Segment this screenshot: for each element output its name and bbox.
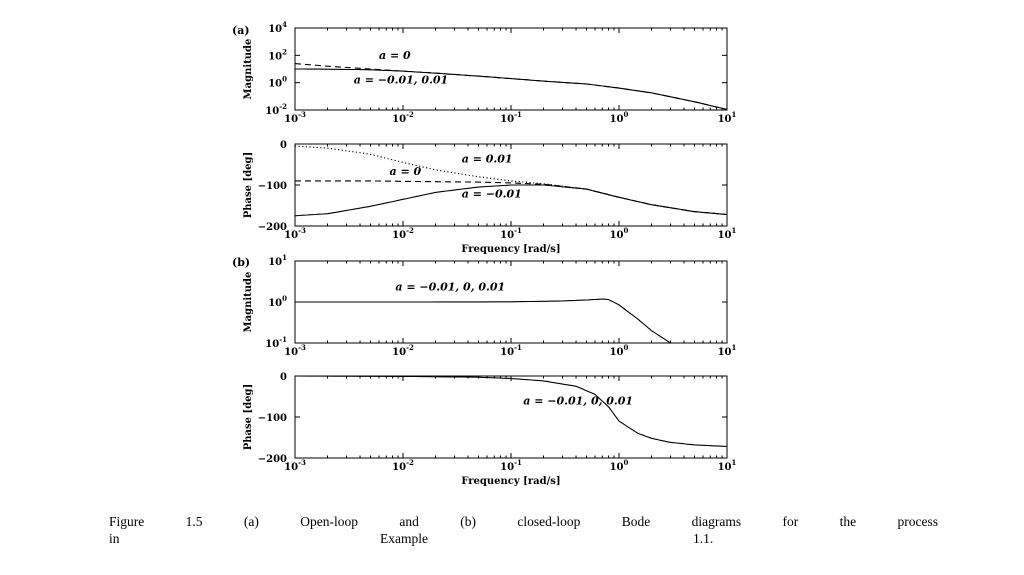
series-annotation: a = −0.01, 0, 0.01 <box>523 395 633 408</box>
tick-label: 100 <box>610 110 629 125</box>
tick-label: 10-3 <box>284 110 306 125</box>
bode-figure: (a) (b) 10-3 10-2 10-1 100 101 10-2 100 102 104 M… <box>232 20 737 487</box>
plot-group: 10-3 10-2 10-1 100 101 10-2 100 102 104 Magnitude… <box>243 20 737 487</box>
tick-label: 10-3 <box>284 226 306 241</box>
tick-label: 10-2 <box>392 458 414 473</box>
series-annotation: a = 0 <box>379 49 411 62</box>
tick-label: 10-1 <box>500 110 522 125</box>
tick-label: 104 <box>268 20 287 35</box>
tick-label: 10-2 <box>392 226 414 241</box>
tick-label: 102 <box>268 47 287 62</box>
tick-label: 101 <box>718 458 737 473</box>
caption-line-1: Figure 1.5 (a) Open-loop and (b) closed-… <box>109 514 938 529</box>
tick-label: 10-1 <box>500 343 522 358</box>
tick-label: −200 <box>258 222 287 233</box>
series-annotation: a = −0.01, 0, 0.01 <box>395 281 505 294</box>
plot-frame <box>294 375 728 459</box>
tick-label: 10-2 <box>392 110 414 125</box>
panel-label-b: (b) <box>232 256 250 269</box>
caption-line-2-example: Example <box>380 531 428 546</box>
caption-line-2-ref: 1.1. <box>693 531 714 546</box>
tick-label: 0 <box>280 372 287 383</box>
series-annotation: a = −0.01 <box>462 187 522 200</box>
tick-label: 101 <box>718 226 737 241</box>
figure-caption: Figure 1.5 (a) Open-loop and (b) closed-… <box>109 513 938 546</box>
series-annotation: a = 0.01 <box>462 152 513 165</box>
series-line <box>294 184 728 217</box>
y-axis-label: Magnitude <box>243 272 254 333</box>
series-line <box>295 68 728 110</box>
panel-label-a: (a) <box>232 24 250 37</box>
tick-label: −100 <box>258 413 287 424</box>
tick-label: 10-2 <box>392 343 414 358</box>
tick-label: 100 <box>610 343 629 358</box>
caption-line-2-in: in <box>109 531 120 546</box>
tick-label: 101 <box>718 110 737 125</box>
series-annotation: a = −0.01, 0.01 <box>354 73 448 86</box>
tick-label: 100 <box>268 294 287 309</box>
y-axis-label: Phase [deg] <box>243 384 254 451</box>
chart-panel-2: 10-3 10-2 10-1 100 101 0 −100 −200 Phase [deg] Fr… <box>243 140 737 255</box>
tick-label: −200 <box>258 454 287 465</box>
tick-label: 101 <box>268 253 287 268</box>
tick-label: 100 <box>268 75 287 90</box>
series-line <box>295 298 671 344</box>
chart-panel-4: 10-3 10-2 10-1 100 101 0 −100 −200 Phase [deg] Fr… <box>243 372 737 487</box>
chart-panel-1: 10-3 10-2 10-1 100 10110-2100102104Magnitude… <box>243 20 737 125</box>
tick-label: 10-1 <box>500 458 522 473</box>
y-axis-label: Magnitude <box>243 39 254 100</box>
tick-label: 10-3 <box>284 343 306 358</box>
series-line <box>294 63 728 110</box>
series-line <box>295 180 728 216</box>
x-axis-label: Frequency [rad/s] <box>461 476 560 487</box>
y-axis-label: Phase [deg] <box>243 152 254 219</box>
series-line <box>294 145 728 216</box>
x-axis-label: Frequency [rad/s] <box>461 244 560 255</box>
series-annotation: a = 0 <box>390 165 422 178</box>
tick-label: 100 <box>610 226 629 241</box>
tick-label: 10-1 <box>500 226 522 241</box>
series-line <box>294 375 728 448</box>
tick-label: 101 <box>718 343 737 358</box>
tick-label: 0 <box>280 140 287 151</box>
tick-label: 10-3 <box>284 458 306 473</box>
tick-label: −100 <box>258 181 287 192</box>
tick-label: 100 <box>610 458 629 473</box>
plot-frame <box>294 27 728 111</box>
